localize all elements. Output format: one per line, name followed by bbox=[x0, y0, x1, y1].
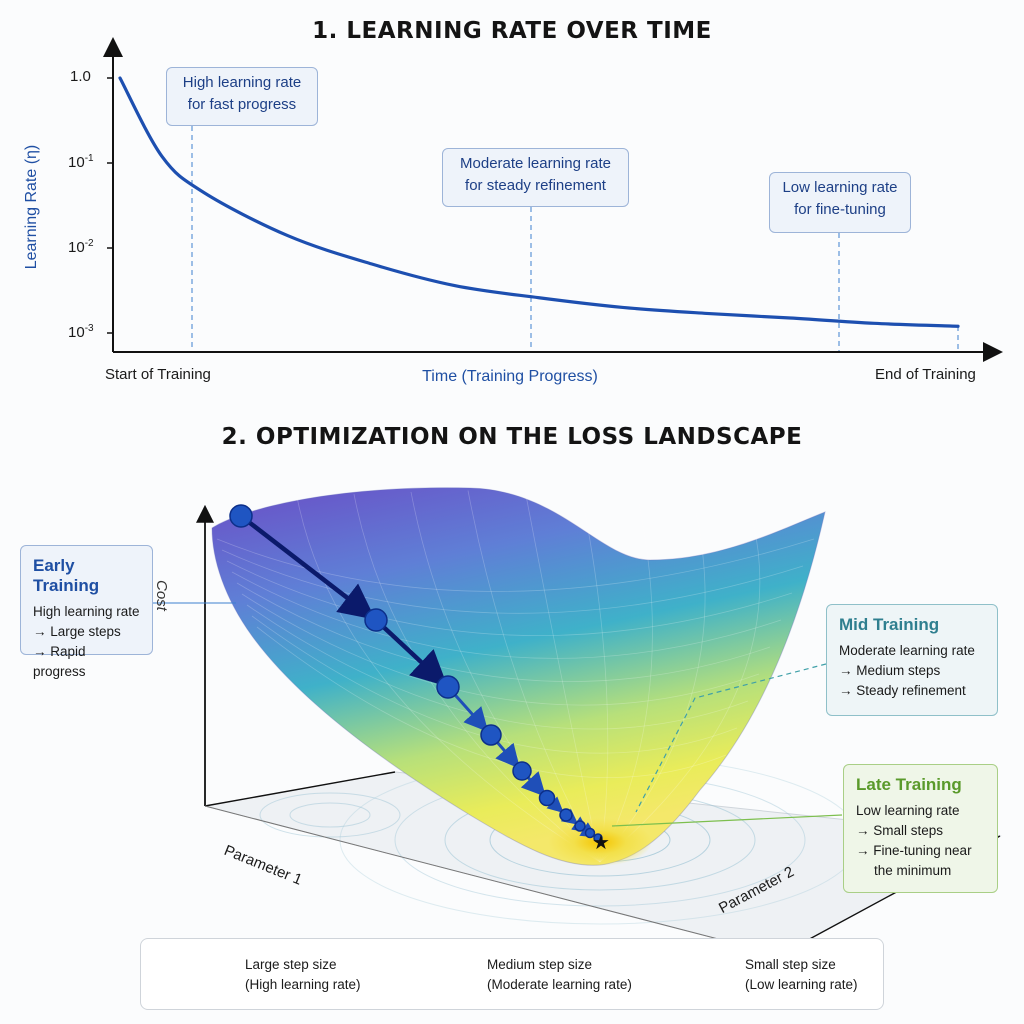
callout-mid-line: → Medium steps bbox=[839, 663, 941, 678]
mesh-line bbox=[241, 593, 760, 706]
y-tick-3: 10-2 bbox=[68, 238, 94, 256]
mesh-line bbox=[246, 604, 749, 730]
y-ticks bbox=[107, 77, 113, 334]
legend-medium-line2: (Moderate learning rate) bbox=[487, 977, 632, 992]
step-dot bbox=[364, 608, 388, 632]
step-dot bbox=[559, 808, 573, 822]
loss-surface bbox=[211, 487, 826, 866]
path-segment bbox=[374, 618, 448, 687]
learning-rate-curve bbox=[118, 76, 960, 328]
path-segment bbox=[239, 514, 376, 620]
step-dot bbox=[538, 789, 556, 807]
param1-axis-edge bbox=[204, 805, 781, 956]
legend-large-line2: (High learning rate) bbox=[245, 977, 361, 992]
late-connector bbox=[611, 814, 843, 827]
legend-small-line2: (Low learning rate) bbox=[745, 977, 858, 992]
step-dot bbox=[229, 504, 253, 528]
section1-title: 1. LEARNING RATE OVER TIME bbox=[312, 18, 712, 44]
mesh-line bbox=[524, 489, 601, 863]
callout-late-line: Low learning rate bbox=[856, 803, 960, 818]
phase-box-high-line1: High learning rate bbox=[182, 74, 302, 91]
legend-large-line1: Large step size bbox=[245, 957, 337, 972]
mesh-line bbox=[599, 512, 706, 863]
phase-box-moderate-line1: Moderate learning rate bbox=[460, 155, 611, 172]
callout-early-title: Early Training bbox=[33, 556, 100, 595]
legend-item-medium: Medium step size (Moderate learning rate… bbox=[487, 955, 632, 995]
mesh-line bbox=[599, 520, 761, 863]
cost-axis-label: Cost bbox=[153, 580, 170, 611]
callout-mid-title: Mid Training bbox=[839, 615, 940, 634]
legend-medium-line1: Medium step size bbox=[487, 957, 593, 972]
x-end-label: End of Training bbox=[875, 366, 976, 383]
surface-mesh bbox=[216, 489, 815, 863]
phase-box-low-line1: Low learning rate bbox=[782, 179, 898, 196]
contour-ring bbox=[259, 792, 401, 838]
mesh-line bbox=[231, 571, 782, 659]
mesh-line bbox=[251, 615, 738, 754]
x-start-label: Start of Training bbox=[105, 366, 211, 383]
callout-late: Late Training Low learning rate → Small … bbox=[843, 764, 998, 893]
mesh-line bbox=[581, 496, 609, 863]
callout-early: Early Training High learning rate → Larg… bbox=[20, 545, 153, 679]
step-dot bbox=[436, 675, 460, 699]
step-dot bbox=[480, 724, 502, 746]
mesh-line bbox=[216, 538, 815, 592]
mesh-line bbox=[226, 560, 793, 636]
optimization-steps bbox=[229, 504, 603, 843]
step-size-legend: Large step size (High learning rate) Med… bbox=[140, 938, 884, 1010]
section2-title: 2. OPTIMIZATION ON THE LOSS LANDSCAPE bbox=[221, 424, 803, 450]
callout-late-line: the minimum bbox=[874, 863, 952, 878]
callout-mid-line: Moderate learning rate bbox=[839, 643, 975, 658]
callout-mid-line: → Steady refinement bbox=[839, 683, 966, 698]
step-dot bbox=[574, 820, 586, 832]
y-tick-1: 1.0 bbox=[70, 68, 91, 85]
y-tick-4: 10-3 bbox=[68, 323, 94, 341]
mid-connector bbox=[635, 663, 827, 813]
minimum-star: ★ bbox=[592, 830, 610, 854]
phase-box-high: High learning rate for fast progress bbox=[166, 67, 318, 126]
legend-small-line1: Small step size bbox=[745, 957, 836, 972]
mesh-line bbox=[221, 549, 804, 614]
phase-box-moderate-line2: for steady refinement bbox=[465, 177, 606, 194]
phase-box-moderate: Moderate learning rate for steady refine… bbox=[442, 148, 629, 207]
legend-item-small: Small step size (Low learning rate) bbox=[745, 955, 858, 995]
callout-early-line: → Rapid progress bbox=[33, 644, 86, 679]
callout-late-title: Late Training bbox=[856, 775, 962, 794]
phase-guide-lines bbox=[191, 126, 959, 352]
phase-box-low: Low learning rate for fine-tuning bbox=[769, 172, 911, 233]
legend-item-large: Large step size (High learning rate) bbox=[245, 955, 361, 995]
callout-early-line: High learning rate bbox=[33, 604, 140, 619]
y-tick-2: 10-1 bbox=[68, 153, 94, 171]
x-axis-title: Time (Training Progress) bbox=[422, 368, 598, 385]
mesh-line bbox=[353, 494, 601, 863]
mesh-line bbox=[236, 582, 771, 682]
callout-late-line: → Small steps bbox=[856, 823, 944, 838]
phase-box-high-line2: for fast progress bbox=[187, 96, 297, 113]
callout-mid: Mid Training Moderate learning rate → Me… bbox=[826, 604, 998, 716]
callout-early-line: → Large steps bbox=[33, 624, 121, 639]
param1-axis bbox=[204, 771, 396, 807]
step-dot bbox=[512, 761, 532, 781]
callout-late-line: → Fine-tuning near bbox=[856, 843, 972, 858]
step-dot bbox=[593, 833, 603, 843]
phase-box-low-line2: for fine-tuning bbox=[794, 201, 886, 218]
step-dot bbox=[584, 827, 596, 839]
mesh-line bbox=[296, 496, 601, 863]
mesh-line bbox=[599, 503, 653, 863]
contour-ring bbox=[289, 802, 371, 828]
